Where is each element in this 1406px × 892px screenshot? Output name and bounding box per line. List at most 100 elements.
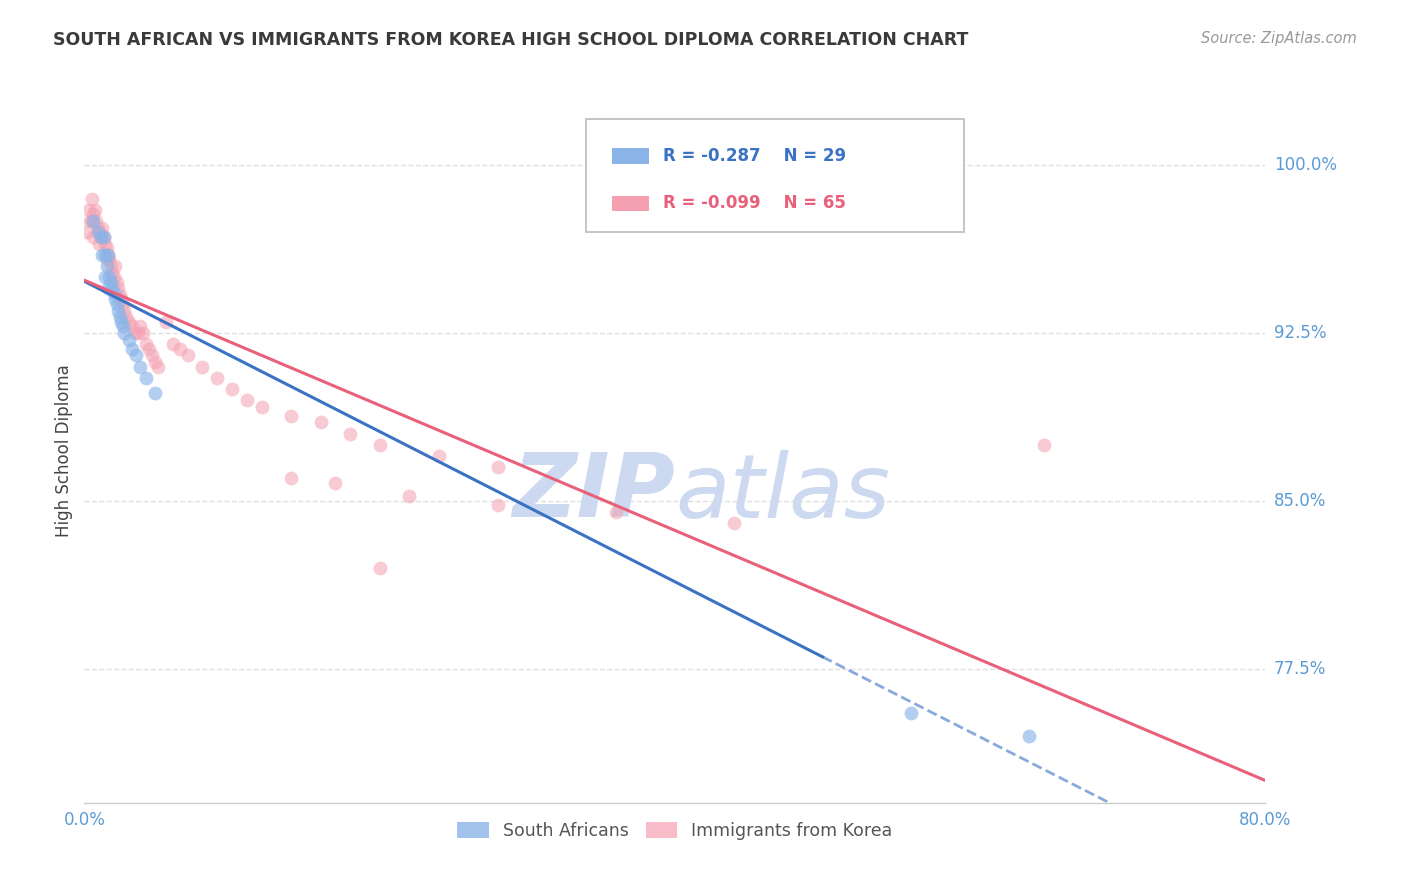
Point <box>82 214 104 228</box>
Point <box>111 297 134 311</box>
Point <box>94 248 117 262</box>
Point <box>900 706 922 721</box>
Text: ZIP: ZIP <box>512 450 675 536</box>
Point <box>100 275 122 289</box>
Point <box>121 342 143 356</box>
Point <box>127 326 149 340</box>
Point <box>1018 729 1040 743</box>
Point <box>280 409 302 423</box>
Point <box>177 348 200 362</box>
Point <box>169 342 191 356</box>
Point <box>107 303 129 318</box>
Point <box>111 319 134 334</box>
Text: R = -0.287    N = 29: R = -0.287 N = 29 <box>662 147 846 165</box>
Point <box>138 342 160 356</box>
Point <box>96 241 118 255</box>
Point <box>105 275 128 289</box>
Text: SOUTH AFRICAN VS IMMIGRANTS FROM KOREA HIGH SCHOOL DIPLOMA CORRELATION CHART: SOUTH AFRICAN VS IMMIGRANTS FROM KOREA H… <box>53 31 969 49</box>
Point <box>82 207 104 221</box>
Point <box>94 236 117 251</box>
Point <box>101 281 124 295</box>
Point <box>76 225 98 239</box>
Text: Source: ZipAtlas.com: Source: ZipAtlas.com <box>1201 31 1357 46</box>
Point <box>104 259 127 273</box>
Point <box>105 297 128 311</box>
Text: 77.5%: 77.5% <box>1274 659 1326 678</box>
Point <box>97 281 120 295</box>
Text: R = -0.099    N = 65: R = -0.099 N = 65 <box>662 194 845 212</box>
Point <box>86 220 108 235</box>
Point <box>486 460 509 475</box>
Point <box>339 426 361 441</box>
Point <box>94 270 117 285</box>
Point <box>368 438 391 452</box>
Point <box>84 214 107 228</box>
Point <box>112 303 135 318</box>
Point <box>107 281 129 295</box>
Point <box>118 315 141 329</box>
Point <box>98 252 121 267</box>
Point <box>90 229 112 244</box>
Text: 85.0%: 85.0% <box>1274 491 1326 510</box>
Point <box>1033 438 1056 452</box>
Point <box>96 252 118 267</box>
Point <box>325 475 347 490</box>
Point <box>96 259 118 273</box>
Point <box>103 285 125 300</box>
Point <box>118 333 141 347</box>
Point <box>91 220 114 235</box>
Point <box>129 319 152 334</box>
Point <box>191 359 214 374</box>
Point <box>98 270 121 285</box>
Point <box>91 248 114 262</box>
Point <box>368 561 391 575</box>
FancyBboxPatch shape <box>612 148 648 163</box>
Point <box>80 192 103 206</box>
Point <box>132 326 155 340</box>
Point <box>207 370 229 384</box>
Point <box>86 225 108 239</box>
Point <box>110 293 132 307</box>
Point <box>486 498 509 512</box>
Point <box>80 214 103 228</box>
Point <box>87 225 111 239</box>
Point <box>141 348 163 362</box>
Point <box>135 370 157 384</box>
Point <box>87 236 111 251</box>
Point <box>83 202 105 217</box>
Point <box>250 400 273 414</box>
Point <box>121 319 143 334</box>
Point <box>100 259 122 273</box>
Point <box>97 248 120 262</box>
Point <box>97 248 120 262</box>
Point <box>605 505 627 519</box>
Point <box>82 229 104 244</box>
FancyBboxPatch shape <box>586 120 965 232</box>
Point <box>103 270 125 285</box>
Point <box>93 229 115 244</box>
Point <box>125 348 148 362</box>
Point <box>90 229 112 244</box>
Point <box>236 393 259 408</box>
Text: atlas: atlas <box>675 450 890 536</box>
Point <box>114 310 136 325</box>
Point <box>148 359 170 374</box>
Point <box>427 449 450 463</box>
Point <box>723 516 745 531</box>
Point <box>124 326 146 340</box>
Point <box>108 310 131 325</box>
Point <box>104 293 127 307</box>
Point <box>280 471 302 485</box>
Point <box>398 489 420 503</box>
Point <box>110 315 132 329</box>
Point <box>155 315 177 329</box>
Point <box>112 326 135 340</box>
Point <box>221 382 243 396</box>
Point <box>309 416 332 430</box>
Point <box>135 337 157 351</box>
Point <box>77 202 100 217</box>
Text: 92.5%: 92.5% <box>1274 324 1326 342</box>
Y-axis label: High School Diploma: High School Diploma <box>55 364 73 537</box>
Point <box>162 337 184 351</box>
Text: 100.0%: 100.0% <box>1274 156 1337 174</box>
